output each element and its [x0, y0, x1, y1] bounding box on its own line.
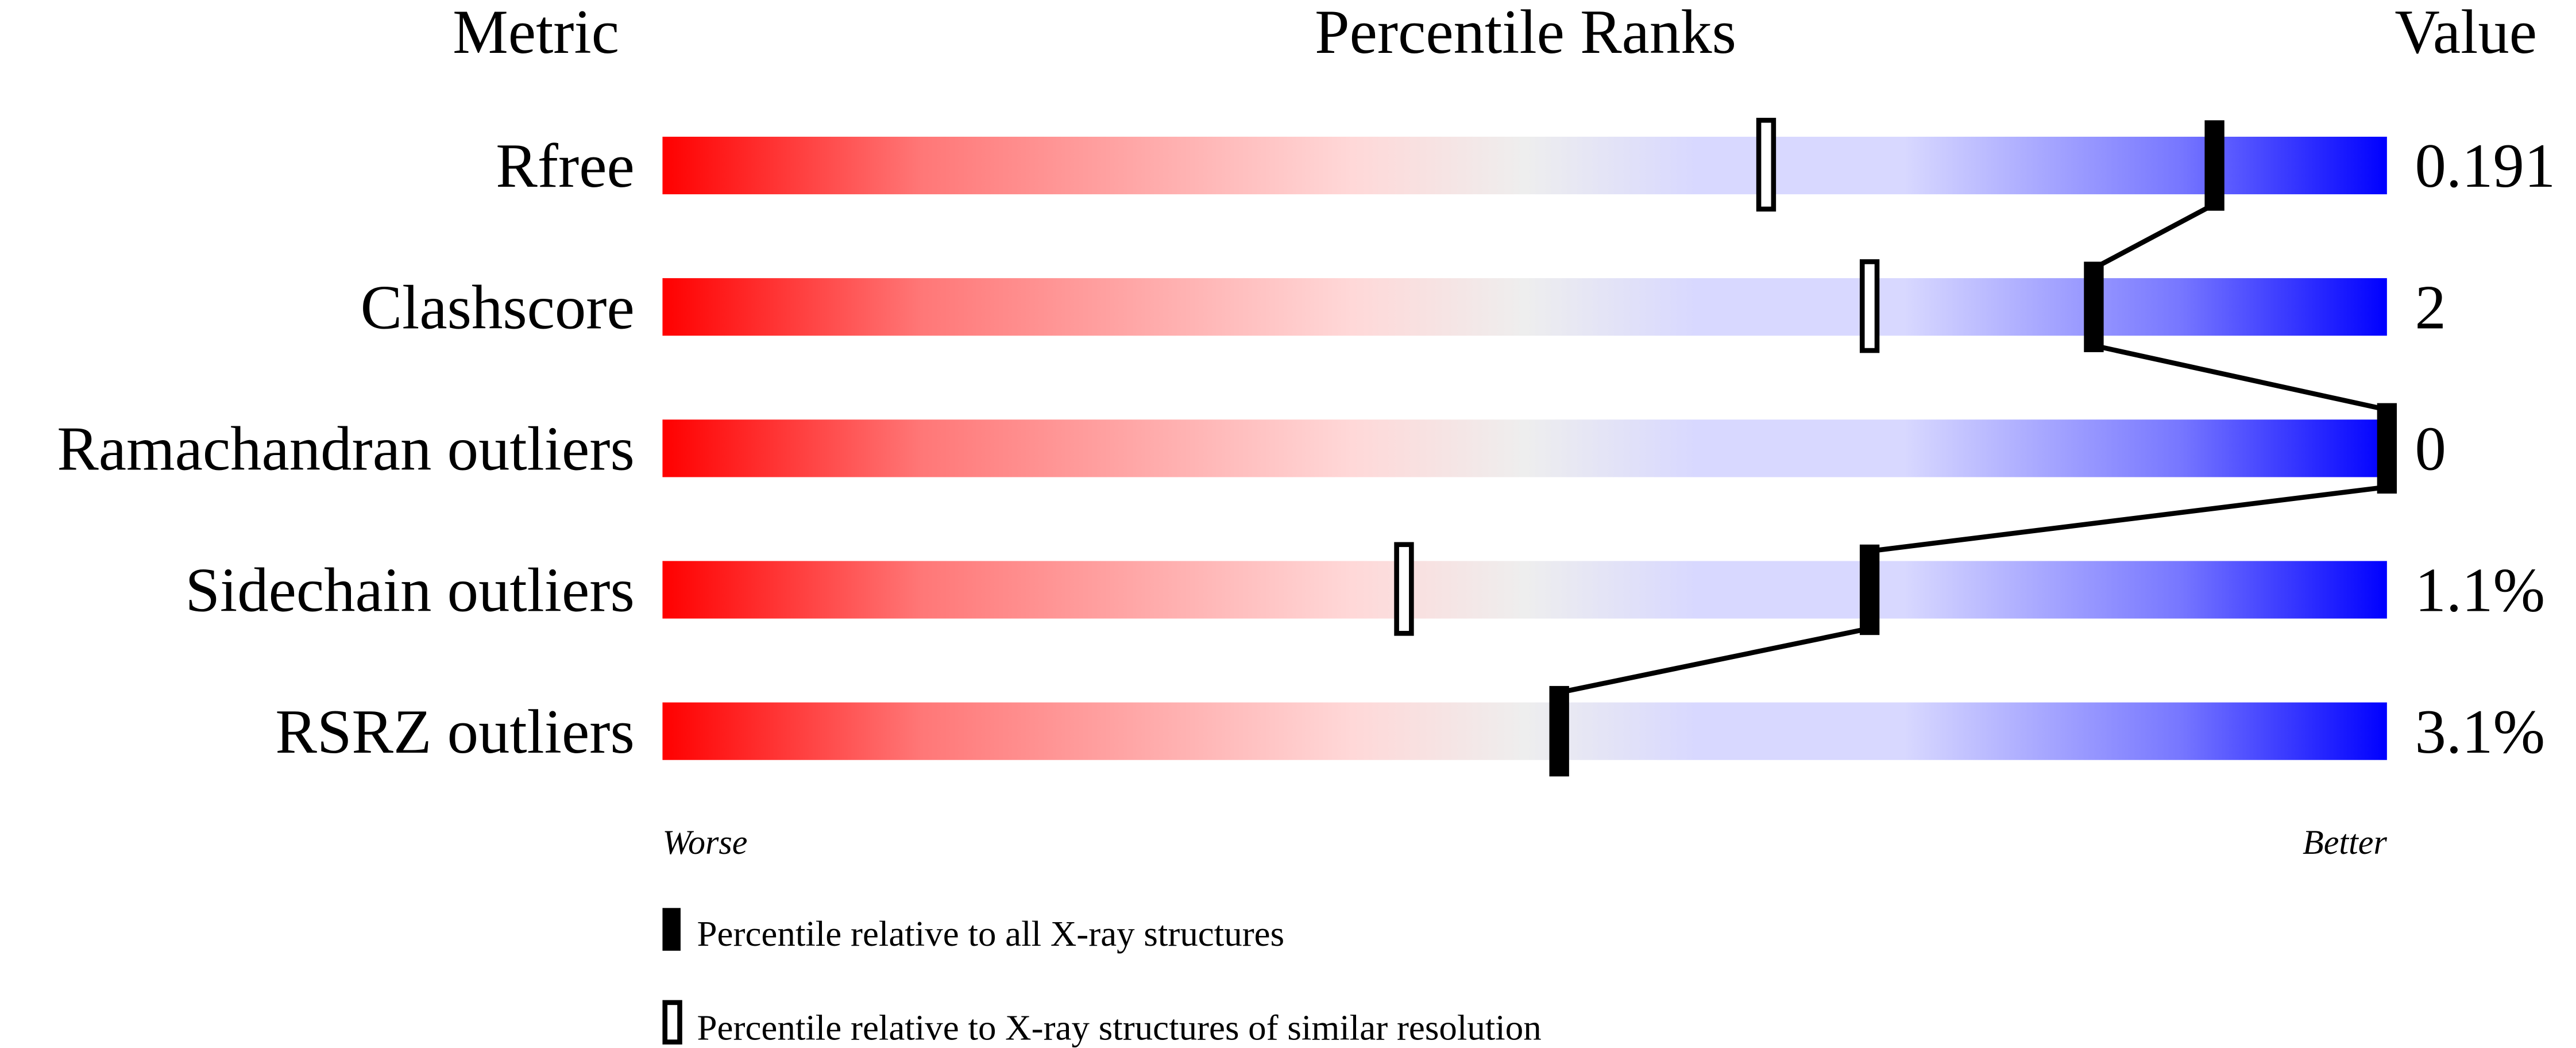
percentile-link-line: [2092, 202, 2216, 271]
marker-similar-resolution: [1859, 259, 1880, 353]
marker-all-structures: [1549, 685, 1569, 777]
metric-label: Clashscore: [361, 272, 635, 342]
metric-value: 0: [2415, 414, 2446, 484]
header-value: Value: [2395, 0, 2537, 67]
metric-value: 3.1%: [2415, 697, 2546, 766]
legend-filled-marker: [662, 908, 681, 951]
metric-label: RSRZ outliers: [275, 697, 634, 766]
axis-label-better: Better: [2303, 823, 2387, 862]
header-metric: Metric: [453, 0, 619, 67]
metric-value: 0.191: [2415, 131, 2556, 201]
marker-all-structures: [2377, 403, 2397, 494]
marker-all-structures: [2084, 261, 2104, 352]
header-percentile: Percentile Ranks: [1315, 0, 1736, 67]
marker-all-structures: [1859, 544, 1880, 635]
percentile-bar: [662, 419, 2387, 477]
marker-similar-resolution: [1394, 542, 1414, 636]
percentile-bar: [662, 702, 2387, 760]
percentile-link-line: [2093, 343, 2388, 413]
metric-label: Ramachandran outliers: [57, 414, 635, 484]
marker-all-structures: [2204, 120, 2224, 211]
metric-label: Rfree: [496, 131, 635, 201]
legend-open-marker: [662, 1000, 682, 1045]
legend-filled-label: Percentile relative to all X-ray structu…: [697, 914, 1285, 954]
axis-label-worse: Worse: [662, 823, 747, 862]
metric-label: Sidechain outliers: [186, 556, 635, 625]
percentile-bar: [662, 561, 2387, 619]
metric-value: 1.1%: [2415, 556, 2546, 625]
marker-similar-resolution: [1756, 118, 1776, 212]
metric-value: 2: [2415, 272, 2446, 342]
percentile-bar: [662, 136, 2387, 195]
percentile-bar: [662, 278, 2387, 336]
legend-open-label: Percentile relative to X-ray structures …: [697, 1007, 1542, 1047]
percentile-link-line: [1558, 626, 1870, 695]
percentile-link-line: [1869, 484, 2388, 554]
